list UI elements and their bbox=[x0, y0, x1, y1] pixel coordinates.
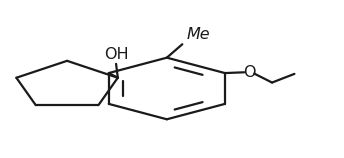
Text: O: O bbox=[244, 65, 256, 80]
Text: Me: Me bbox=[186, 27, 210, 42]
Text: OH: OH bbox=[105, 47, 129, 62]
